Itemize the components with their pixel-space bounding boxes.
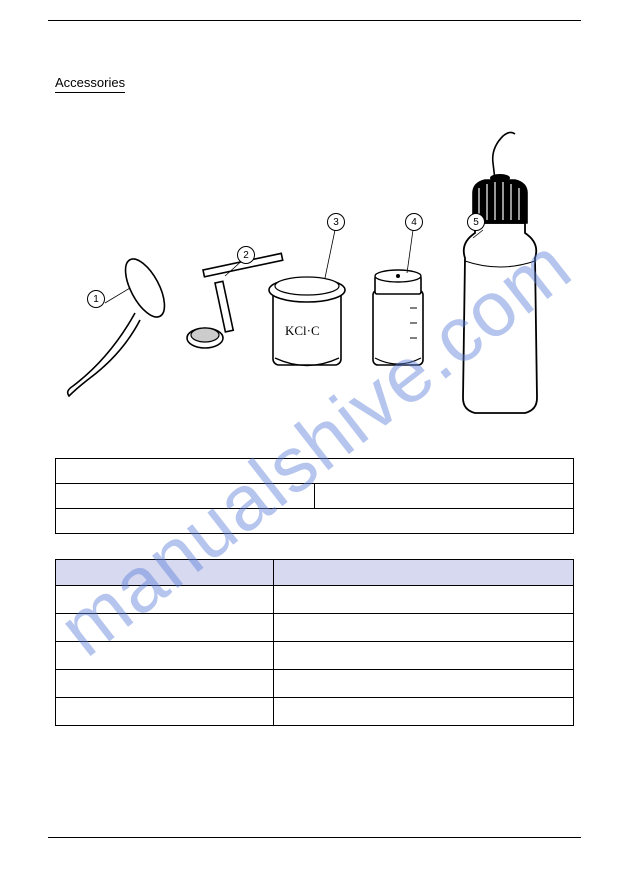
table-cell	[56, 484, 315, 509]
table-cell	[315, 484, 574, 509]
table-cell	[56, 459, 574, 484]
table-cell	[56, 670, 274, 698]
table-row	[56, 670, 574, 698]
info-table-1	[55, 458, 574, 534]
table-cell	[273, 698, 573, 726]
callout-1: 1	[87, 290, 105, 308]
diagram-svg	[55, 128, 575, 448]
table-row	[56, 614, 574, 642]
item-pipette	[68, 253, 173, 396]
table-cell	[56, 509, 574, 534]
table-cell	[56, 698, 274, 726]
accessories-diagram: 1 2 3 4 5 KCl·C	[55, 128, 574, 448]
kcl-label: KCl·C	[285, 323, 320, 339]
table-row	[56, 509, 574, 534]
table-cell	[273, 586, 573, 614]
table-cell	[273, 614, 573, 642]
table-header	[56, 560, 274, 586]
callout-3: 3	[327, 213, 345, 231]
table-cell	[56, 642, 274, 670]
table-cell	[56, 586, 274, 614]
item-vial	[373, 270, 423, 365]
item-bottle	[463, 132, 537, 413]
table-row	[56, 484, 574, 509]
table-row	[56, 642, 574, 670]
table-header-row	[56, 560, 574, 586]
callout-4: 4	[405, 213, 423, 231]
table-header	[273, 560, 573, 586]
table-cell	[273, 642, 573, 670]
info-table-2	[55, 559, 574, 726]
table-cell	[56, 614, 274, 642]
table-row	[56, 459, 574, 484]
item-kcl-container	[269, 277, 345, 366]
table-cell	[273, 670, 573, 698]
callout-5: 5	[467, 213, 485, 231]
section-title: Accessories	[55, 75, 125, 93]
table-row	[56, 698, 574, 726]
callout-2: 2	[237, 246, 255, 264]
table-row	[56, 586, 574, 614]
